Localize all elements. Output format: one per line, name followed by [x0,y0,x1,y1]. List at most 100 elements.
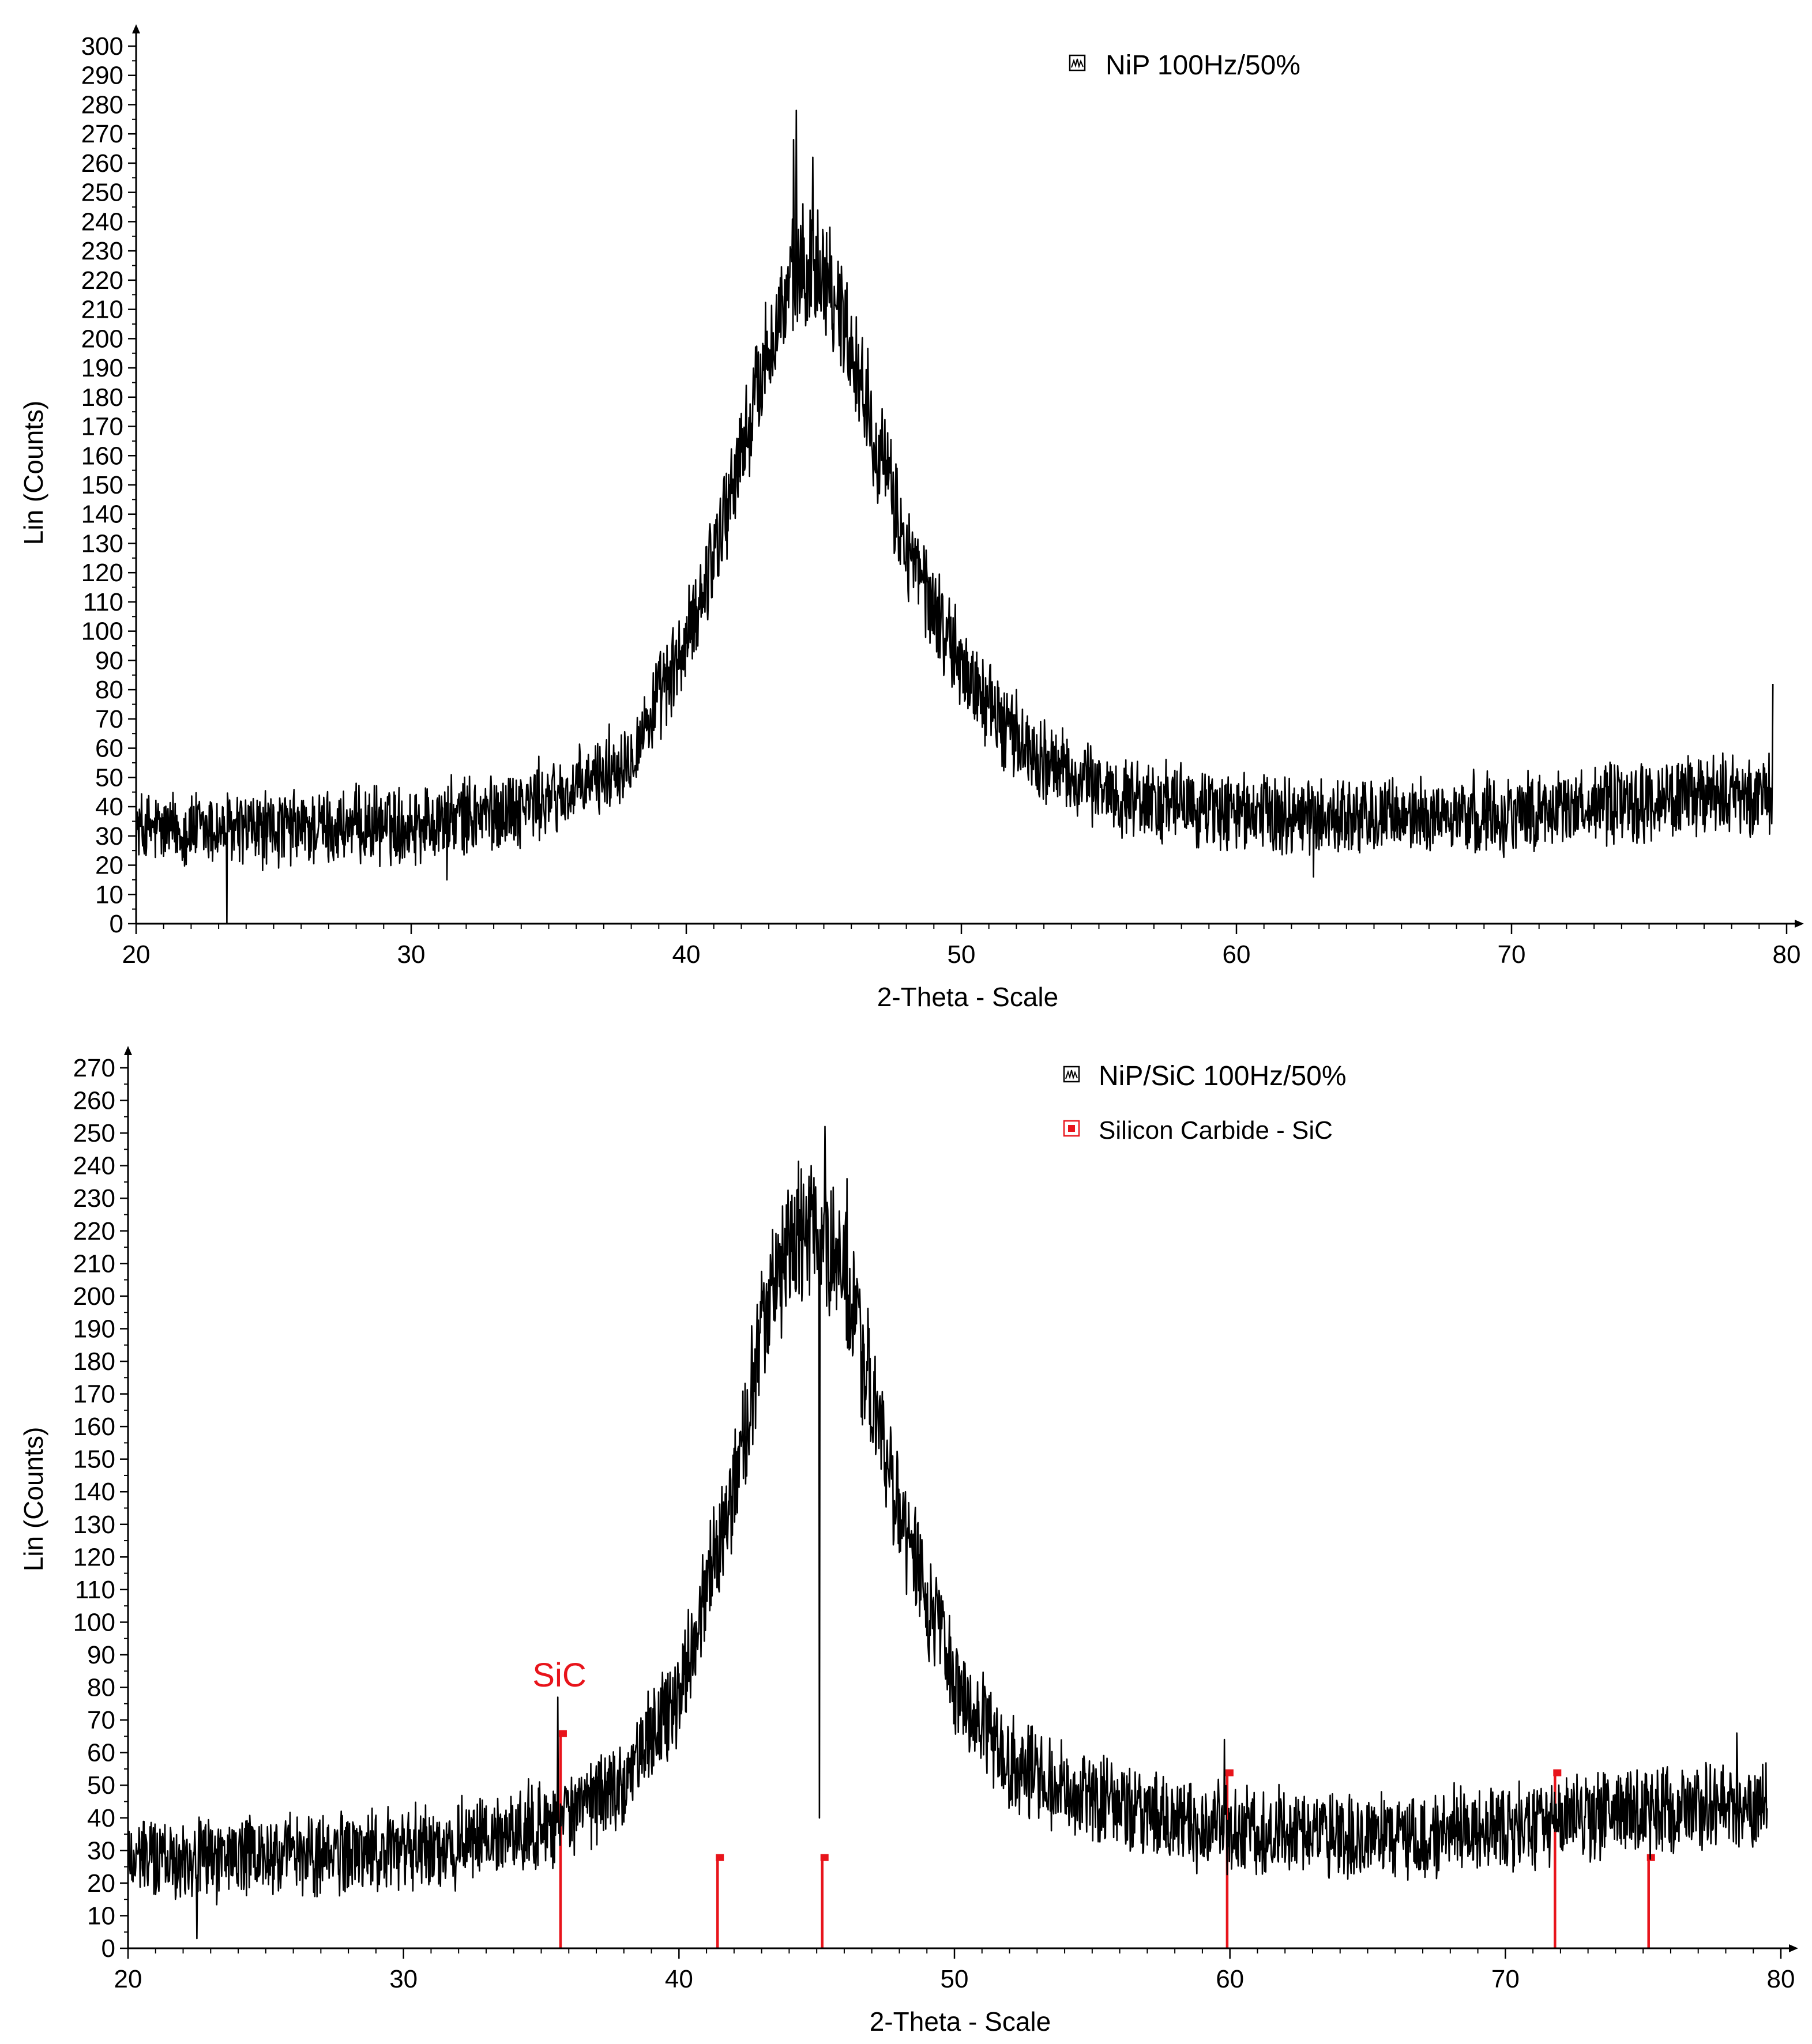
x-axis-arrow [1795,920,1804,928]
y-tick-label: 220 [81,266,123,295]
sic-reference-marker [1225,1769,1234,1776]
y-tick-label: 210 [73,1249,115,1278]
y-tick-label: 130 [73,1511,115,1539]
x-tick-label: 60 [1216,1965,1244,1993]
y-tick-label: 180 [73,1347,115,1376]
y-tick-label: 190 [81,354,123,382]
y-tick-label: 100 [81,618,123,646]
y-tick-label: 60 [87,1739,115,1767]
plot-area-nip [135,110,1774,925]
x-tick-label: 50 [941,1965,969,1993]
y-tick-label: 60 [95,735,123,763]
chart-nip: 0102030405060708090100110120130140150160… [18,24,1804,1012]
y-axis-arrow [132,24,140,33]
y-tick-label: 240 [81,208,123,236]
y-tick-label: 20 [95,852,123,880]
y-tick-label: 40 [95,793,123,821]
y-tick-label: 290 [81,62,123,90]
y-tick-label: 260 [81,149,123,178]
y-tick-label: 70 [95,705,123,733]
y-tick-label: 80 [95,676,123,704]
x-tick-label: 50 [948,940,976,969]
axis-ticks-nip: 0102030405060708090100110120130140150160… [81,32,1801,969]
pattern-line-nip-sic [127,1125,1768,1940]
y-tick-label: 40 [87,1804,115,1832]
y-tick-label: 70 [87,1706,115,1734]
legend-nip: NiP 100Hz/50% [1069,50,1300,81]
legend-nip-sic: NiP/SiC 100Hz/50% Silicon Carbide - SiC [1063,1061,1347,1145]
y-tick-label: 120 [73,1543,115,1571]
y-tick-label: 20 [87,1869,115,1898]
axis-ticks-nip-sic: 0 10 20 30 40 50 60 70 80 90 100 110 120 130 140 150 160… [73,1054,1795,1993]
x-tick-label: 30 [389,1965,418,1993]
sic-reference-marker [1553,1769,1562,1776]
y-axis-title-nip: Lin (Counts) [18,401,48,545]
y-tick-label: 220 [73,1217,115,1245]
pattern-line-nip [135,110,1774,925]
chart-nip-sic: 0 10 20 30 40 50 60 70 80 90 100 110 120 130 140 150 160… [18,1046,1798,2037]
y-tick-label: 160 [81,442,123,470]
x-tick-label: 70 [1498,940,1526,969]
y-tick-label: 100 [73,1608,115,1636]
x-tick-label: 80 [1773,940,1801,969]
reference-marker-icon [1063,1120,1080,1137]
sic-reference-marker [820,1854,829,1861]
x-tick-label: 20 [122,940,151,969]
y-tick-label: 10 [95,880,123,909]
y-tick-label: 0 [101,1934,115,1963]
y-tick-label: 170 [73,1380,115,1409]
legend-label-sic: Silicon Carbide - SiC [1099,1116,1333,1145]
y-tick-label: 180 [81,383,123,412]
x-tick-label: 30 [397,940,426,969]
plot-area-nip-sic [127,1125,1768,1940]
legend-label-nip-sic: NiP/SiC 100Hz/50% [1099,1061,1347,1091]
y-tick-label: 160 [73,1413,115,1441]
x-tick-label: 20 [114,1965,142,1993]
y-axis-arrow [124,1046,132,1055]
x-tick-label: 40 [672,940,701,969]
y-tick-label: 50 [95,763,123,792]
y-tick-label: 90 [87,1641,115,1669]
y-tick-label: 150 [81,471,123,499]
sic-peak-annotation: SiC [532,1657,586,1694]
x-tick-label: 60 [1223,940,1251,969]
y-tick-label: 210 [81,296,123,324]
axes-nip-sic [124,1046,1798,1952]
y-tick-label: 170 [81,413,123,441]
y-tick-label: 90 [95,646,123,675]
y-tick-label: 250 [73,1119,115,1147]
y-tick-label: 190 [73,1315,115,1343]
y-tick-label: 30 [95,822,123,850]
sic-reference-marker [716,1854,724,1861]
x-tick-label: 40 [665,1965,693,1993]
y-tick-label: 0 [110,910,123,938]
sic-reference-marker [558,1730,567,1737]
x-tick-label: 80 [1767,1965,1795,1993]
y-tick-label: 300 [81,32,123,61]
y-axis-title-nip-sic: Lin (Counts) [18,1427,48,1572]
y-tick-label: 230 [73,1184,115,1213]
axes-nip [132,24,1804,928]
scan-pattern-icon [1069,54,1086,71]
y-tick-label: 250 [81,179,123,207]
y-tick-label: 140 [73,1478,115,1506]
y-tick-label: 270 [73,1054,115,1082]
y-tick-label: 280 [81,91,123,119]
y-tick-label: 50 [87,1771,115,1800]
y-tick-label: 140 [81,500,123,529]
scan-pattern-icon [1063,1066,1080,1083]
y-tick-label: 130 [81,529,123,558]
legend-label-nip: NiP 100Hz/50% [1106,50,1300,81]
x-tick-label: 70 [1491,1965,1520,1993]
x-axis-arrow [1789,1944,1798,1952]
y-tick-label: 30 [87,1836,115,1865]
y-tick-label: 110 [83,588,123,616]
y-tick-label: 120 [81,559,123,587]
y-tick-label: 240 [73,1152,115,1180]
y-tick-label: 230 [81,237,123,265]
y-tick-label: 260 [73,1087,115,1115]
x-axis-title-nip: 2-Theta - Scale [877,982,1058,1012]
y-tick-label: 110 [75,1576,115,1604]
